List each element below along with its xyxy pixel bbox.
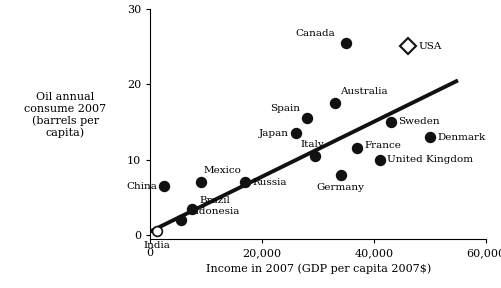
Text: India: India xyxy=(144,241,170,250)
Text: Indonesia: Indonesia xyxy=(188,207,239,216)
Text: France: France xyxy=(364,141,401,150)
Text: Germany: Germany xyxy=(317,183,365,192)
Text: Mexico: Mexico xyxy=(203,166,241,175)
Text: United Kingdom: United Kingdom xyxy=(387,155,472,164)
Text: USA: USA xyxy=(419,42,442,51)
Text: Denmark: Denmark xyxy=(437,132,485,142)
Text: Canada: Canada xyxy=(295,29,335,39)
Text: Australia: Australia xyxy=(341,87,388,96)
Text: China: China xyxy=(126,182,157,191)
Text: Brazil: Brazil xyxy=(199,196,230,205)
Text: Sweden: Sweden xyxy=(398,118,439,126)
Text: Spain: Spain xyxy=(270,104,300,113)
Text: Oil annual
consume 2007
(barrels per
capita): Oil annual consume 2007 (barrels per cap… xyxy=(24,92,106,138)
Text: Italy: Italy xyxy=(301,140,325,149)
X-axis label: Income in 2007 (GDP per capita 2007$): Income in 2007 (GDP per capita 2007$) xyxy=(205,264,431,274)
Text: Russia: Russia xyxy=(253,178,287,187)
Text: Japan: Japan xyxy=(259,129,289,138)
